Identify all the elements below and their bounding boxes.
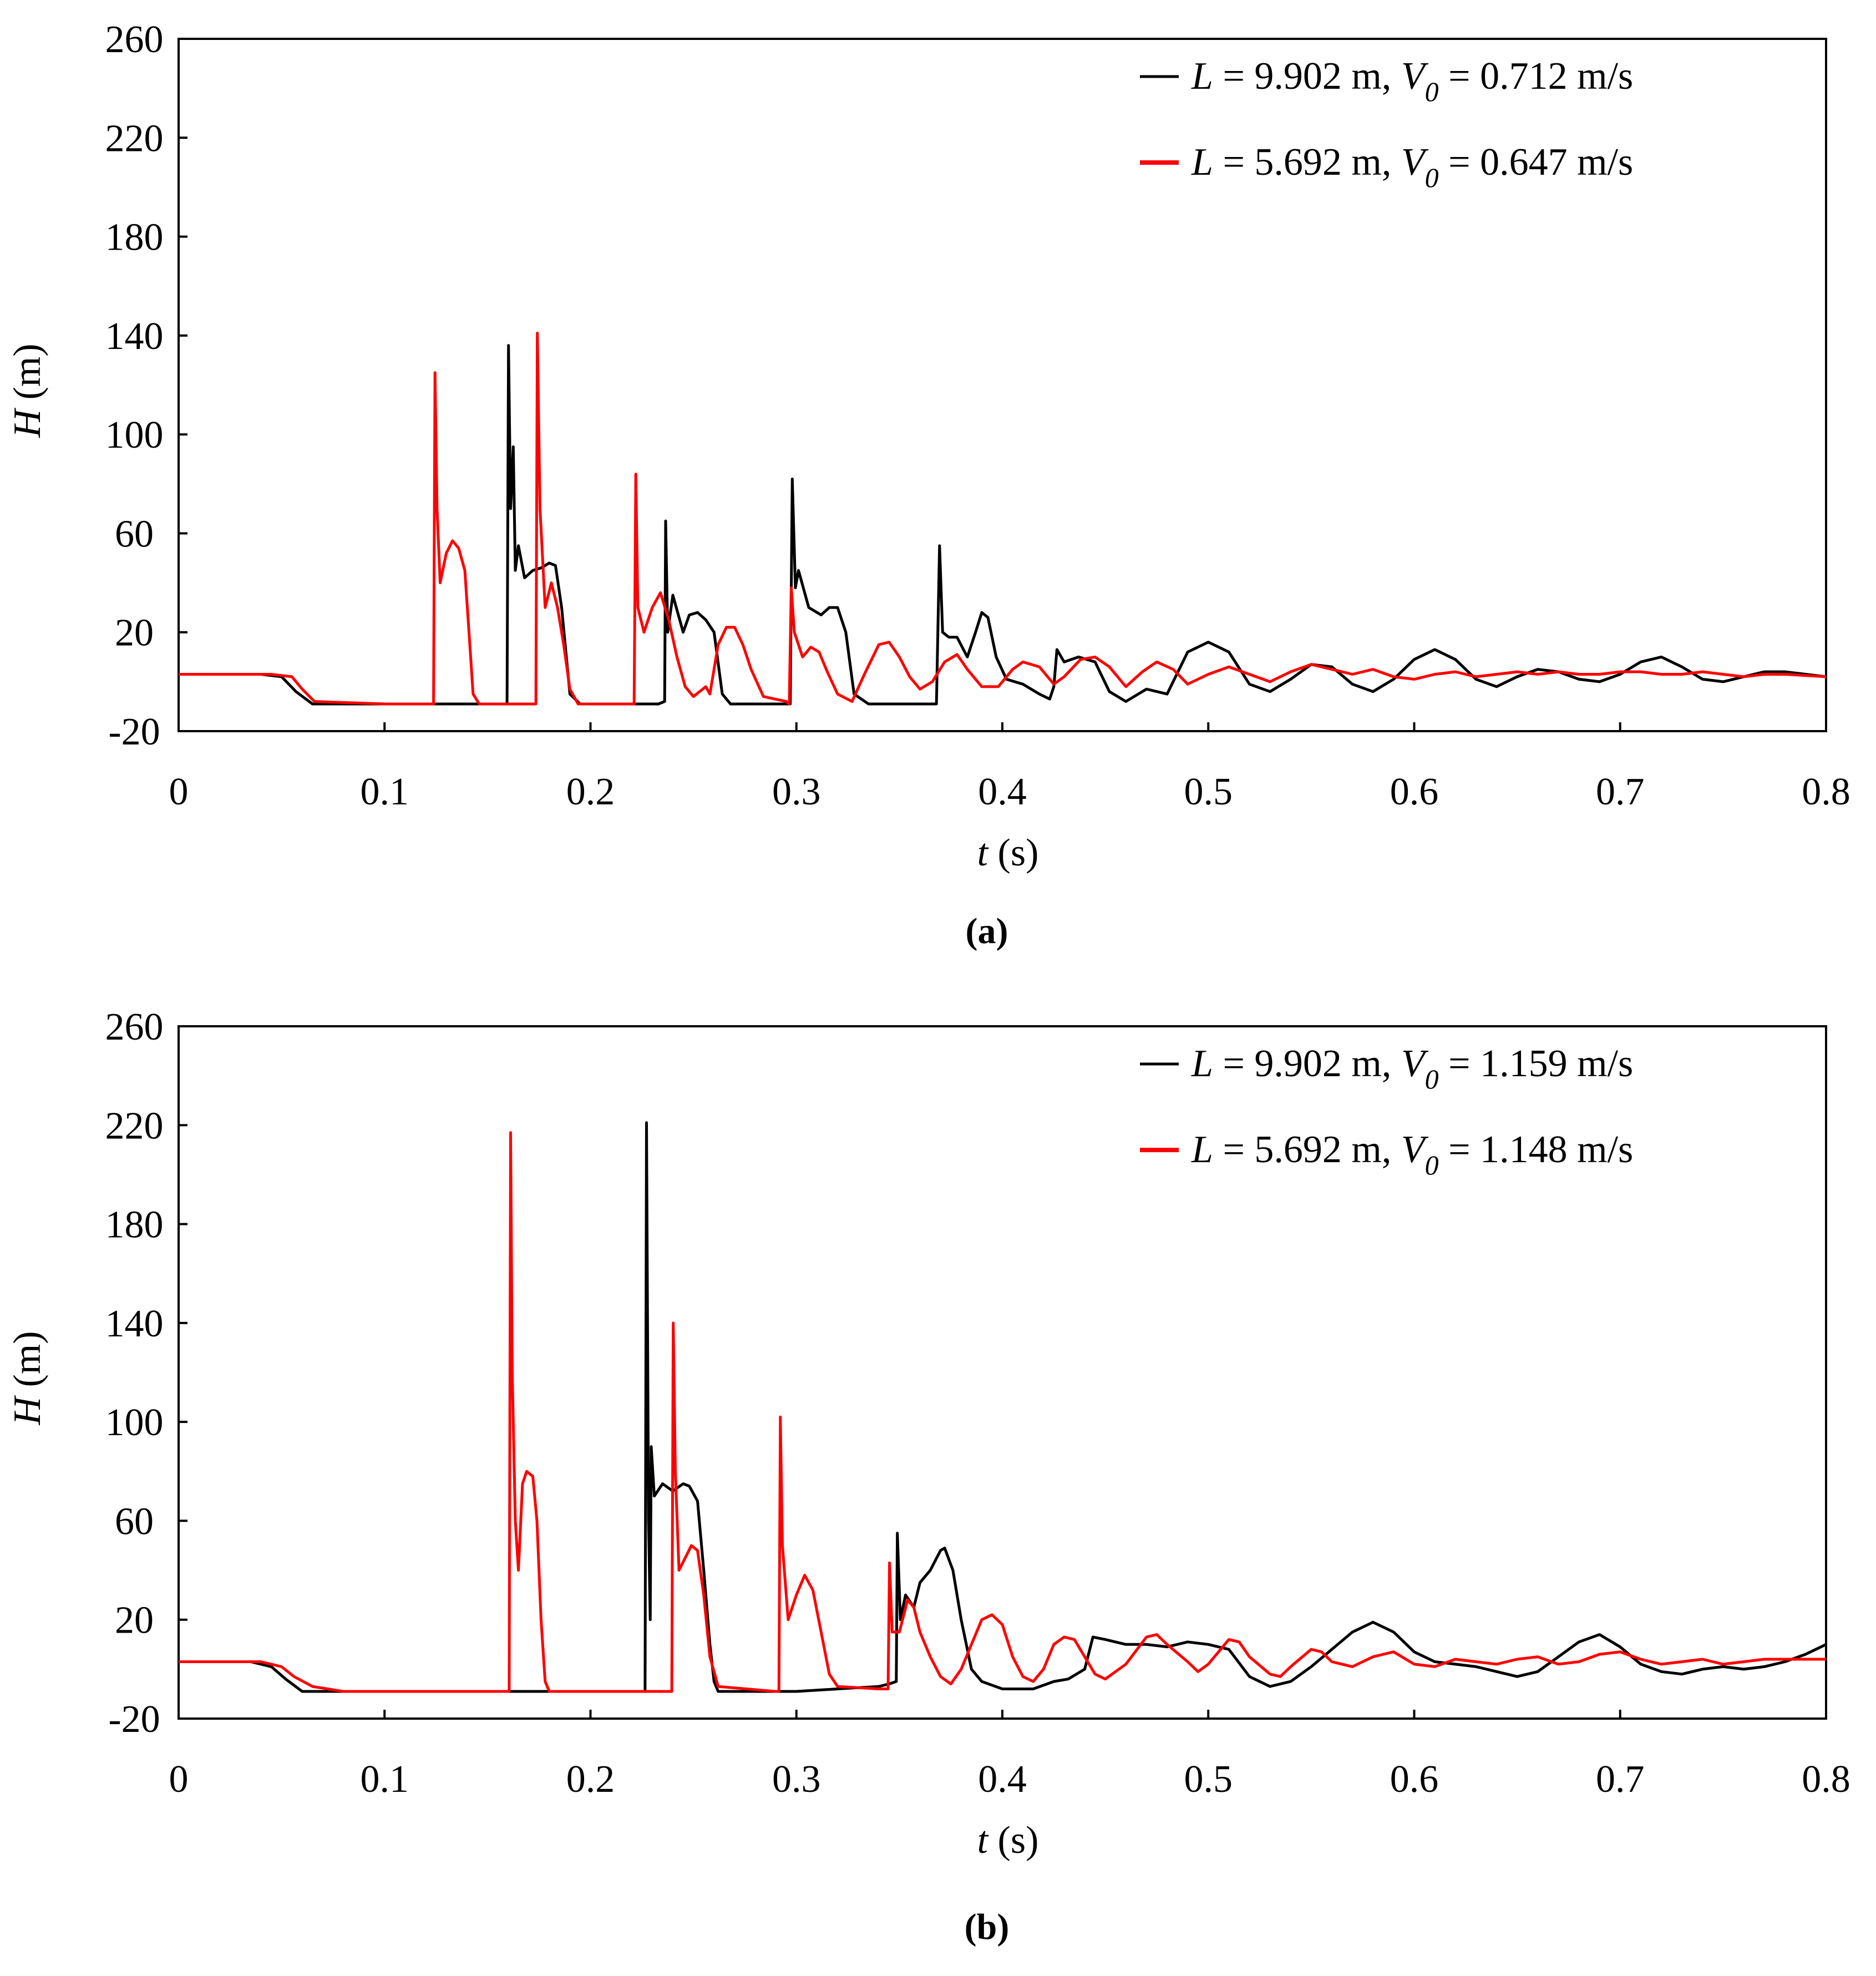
chart-panel-a: 0 0.1 0.2 0.3 0.4 0.5 0.6 0.7 0.8 -20 20 60 100 140 18… [6,18,1850,951]
legend-var-l: L [1191,141,1213,184]
y-tick-label: 140 [105,1303,164,1345]
y-tick-label: 60 [115,1500,154,1543]
legend-var-l: L [1191,1128,1213,1171]
legend-length: = 5.692 m, [1213,1128,1401,1171]
x-axis-unit: (s) [988,1819,1038,1862]
y-tick-label: 20 [115,1599,154,1642]
x-tick-label: 0.8 [1802,1758,1850,1801]
legend-subscript: 0 [1425,1063,1439,1095]
y-axis-unit: (m) [6,1331,49,1397]
legend-entry-0: L = 9.902 m, V0 = 0.712 m/s [1140,55,1633,107]
chart-panel-b: 0 0.1 0.2 0.3 0.4 0.5 0.6 0.7 0.8 -20 20 60 100 140 18… [6,1006,1850,1947]
x-tick-label: 0.6 [1390,1758,1439,1801]
x-tick-label: 0.2 [566,771,615,813]
x-tick-label: 0.1 [361,771,409,813]
legend-entry-1: L = 5.692 m, V0 = 0.647 m/s [1140,141,1633,193]
legend-length: = 9.902 m, [1213,55,1401,98]
x-tick-label: 0.3 [772,771,821,813]
y-axis-variable: H [6,408,49,438]
x-tick-label: 0 [169,1758,189,1801]
x-tick-label: 0.4 [978,771,1027,813]
legend-entry-0: L = 9.902 m, V0 = 1.159 m/s [1140,1042,1633,1095]
legend-velocity: = 0.712 m/s [1439,55,1634,98]
legend-entry-1: L = 5.692 m, V0 = 1.148 m/s [1140,1128,1633,1180]
series-line-0 [179,1121,1826,1693]
y-axis-title: H (m) [6,1331,49,1425]
legend-subscript: 0 [1425,162,1439,193]
y-axis-variable: H [6,1395,49,1426]
y-tick-label: 260 [105,18,164,61]
x-axis-variable: t [977,1819,989,1862]
legend-var-v: V [1401,55,1429,98]
series-line-0 [179,344,1826,706]
x-tick-label: 0.2 [566,1758,615,1801]
legend-var-l: L [1191,55,1213,98]
legend-var-v: V [1401,1042,1429,1085]
y-tick-label: 100 [105,414,164,457]
x-tick-label: 0.3 [772,1758,821,1801]
y-tick-label: 20 [115,612,154,655]
panel-label: (b) [965,1907,1010,1947]
y-tick-label: -20 [108,711,160,753]
x-tick-label: 0.7 [1596,1758,1645,1801]
legend-subscript: 0 [1425,1149,1439,1180]
x-tick-label: 0.4 [978,1758,1027,1801]
series-line-1 [179,1131,1826,1693]
x-tick-label: 0.7 [1596,771,1645,813]
legend-velocity: = 0.647 m/s [1439,141,1634,184]
series-line-1 [179,331,1826,706]
y-axis-unit: (m) [6,343,49,409]
legend-velocity: = 1.159 m/s [1439,1042,1634,1085]
x-tick-label: 0 [169,771,189,813]
legend-label: L = 5.692 m, V0 = 1.148 m/s [1191,1128,1633,1180]
x-axis-variable: t [977,832,989,874]
x-tick-label: 0.5 [1184,1758,1233,1801]
legend-label: L = 9.902 m, V0 = 0.712 m/s [1191,55,1633,107]
y-axis-title: H (m) [6,343,49,438]
y-tick-label: 180 [105,1204,164,1247]
y-tick-label: -20 [108,1698,160,1741]
x-tick-label: 0.8 [1802,771,1850,813]
legend-var-v: V [1401,1128,1429,1171]
x-axis-title: t (s) [977,1819,1039,1862]
x-axis-title: t (s) [977,832,1039,874]
y-tick-label: 220 [105,1104,164,1147]
y-tick-label: 180 [105,216,164,259]
x-tick-label: 0.5 [1184,771,1233,813]
legend-length: = 9.902 m, [1213,1042,1401,1085]
y-tick-label: 60 [115,513,154,555]
y-tick-label: 260 [105,1006,164,1048]
legend-velocity: = 1.148 m/s [1439,1128,1634,1171]
y-tick-label: 220 [105,117,164,160]
panel-label: (a) [966,911,1008,951]
legend-label: L = 5.692 m, V0 = 0.647 m/s [1191,141,1633,193]
x-tick-label: 0.6 [1390,771,1439,813]
y-tick-label: 140 [105,315,164,358]
legend-var-l: L [1191,1042,1213,1085]
legend-label: L = 9.902 m, V0 = 1.159 m/s [1191,1042,1633,1095]
legend-var-v: V [1401,141,1429,184]
x-axis-unit: (s) [988,832,1038,874]
legend-subscript: 0 [1425,76,1439,107]
y-tick-label: 100 [105,1401,164,1444]
legend-length: = 5.692 m, [1213,141,1401,184]
x-tick-label: 0.1 [361,1758,409,1801]
